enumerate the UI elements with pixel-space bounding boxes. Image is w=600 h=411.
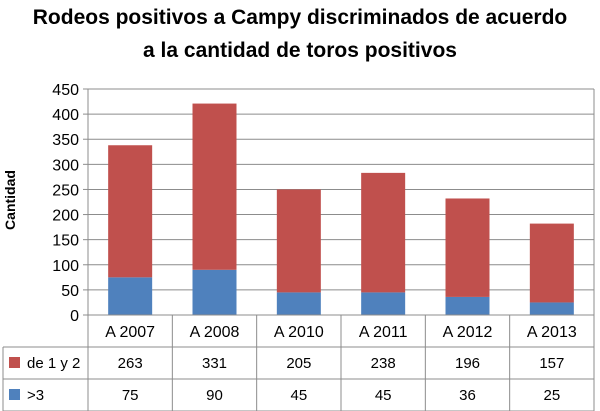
bar: [445, 296, 490, 315]
data-table: A 2007 A 2008 A 2010 A 2011 A 2012 A 2013 de 1…: [2, 314, 594, 411]
y-tick-label: 200: [52, 208, 79, 225]
data-label: 196: [455, 355, 480, 372]
data-label: 205: [286, 355, 311, 372]
y-tick-label: 50: [61, 283, 79, 300]
y-axis-ticks: 0 50 100 150 200 250 300 350 400 450: [52, 82, 79, 325]
bar: [192, 103, 237, 270]
y-axis-label: Cantidad: [2, 170, 18, 230]
bar: [529, 302, 574, 315]
data-label: 36: [459, 387, 476, 404]
chart-title-line-2: a la cantidad de toros positivos: [143, 39, 457, 62]
data-label: 45: [375, 387, 392, 404]
data-label: 331: [202, 355, 227, 372]
bar: [361, 172, 406, 293]
legend-swatch: [9, 389, 20, 400]
y-tick-label: 400: [52, 107, 79, 124]
data-label: 157: [539, 355, 564, 372]
x-tick-label: A 2007: [105, 324, 155, 341]
legend-label: de 1 y 2: [27, 355, 80, 372]
x-tick-label: A 2008: [190, 324, 240, 341]
bar: [276, 189, 321, 293]
y-tick-label: 300: [52, 157, 79, 174]
bars: [108, 103, 574, 315]
bar: [108, 277, 153, 315]
x-tick-label: A 2013: [527, 324, 577, 341]
x-tick-label: A 2010: [274, 324, 324, 341]
data-label: 45: [290, 387, 307, 404]
x-tick-label: A 2012: [443, 324, 493, 341]
bar: [445, 198, 490, 297]
y-tick-label: 450: [52, 82, 79, 99]
bar: [529, 223, 574, 303]
y-tick-label: 100: [52, 258, 79, 275]
data-label: 75: [122, 387, 139, 404]
y-tick-label: 0: [70, 308, 79, 325]
legend-label: >3: [27, 387, 44, 404]
gridlines: [83, 88, 595, 411]
x-tick-label: A 2011: [359, 324, 408, 341]
data-label: 238: [371, 355, 396, 372]
y-tick-label: 150: [52, 233, 79, 250]
bar: [192, 269, 237, 315]
bar: [276, 292, 321, 315]
data-label: 263: [118, 355, 143, 372]
data-label: 25: [543, 387, 560, 404]
legend-swatch: [9, 357, 20, 368]
y-tick-label: 350: [52, 132, 79, 149]
chart-title-line-1: Rodeos positivos a Campy discriminados d…: [33, 6, 567, 29]
data-label: 90: [206, 387, 223, 404]
y-tick-label: 250: [52, 182, 79, 199]
bar: [361, 292, 406, 315]
bar: [108, 145, 153, 278]
